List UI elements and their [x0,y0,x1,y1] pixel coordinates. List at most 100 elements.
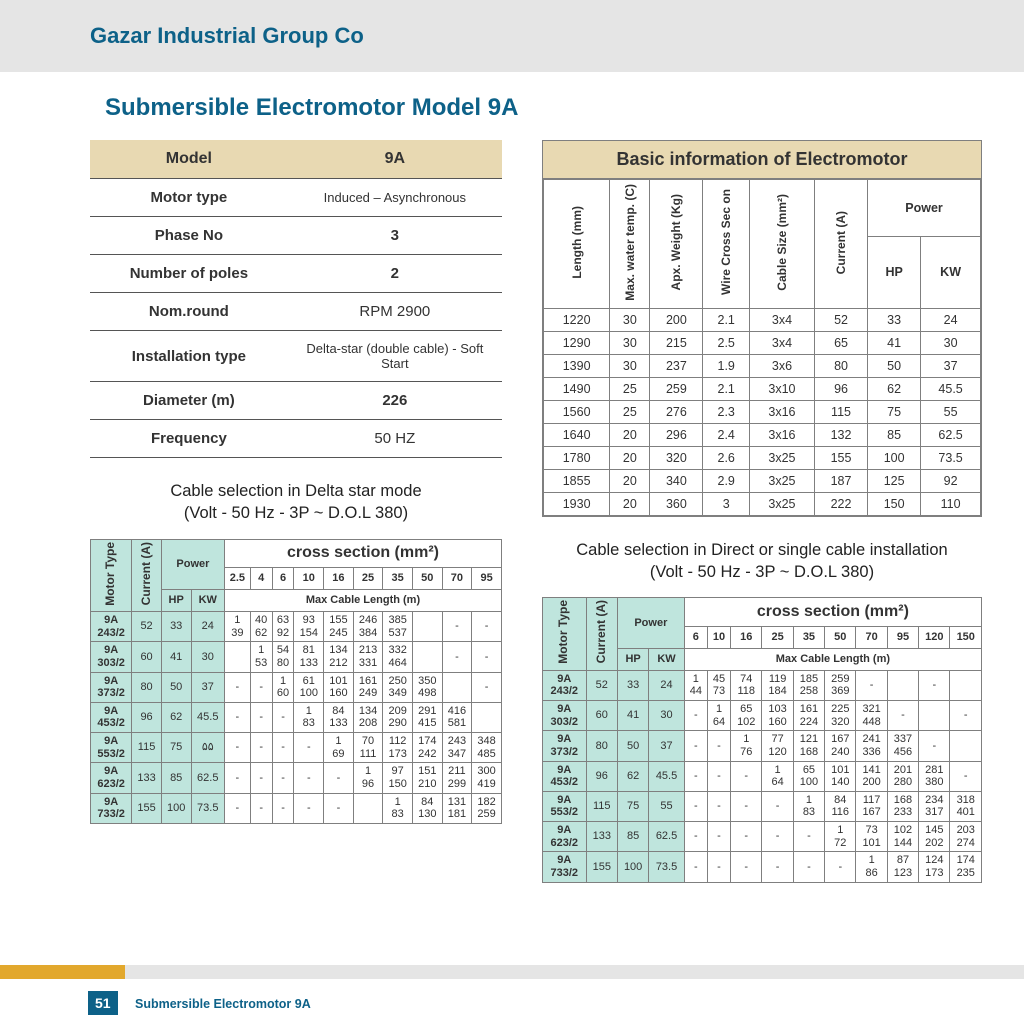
spec-value: 9A [288,140,502,179]
basic-cell: 1855 [543,469,609,492]
basic-cell: 222 [814,492,867,515]
cable-value-cell: 172 [825,822,856,852]
cable-value-cell: - [684,731,707,761]
cable-value-cell: 385537 [383,611,413,641]
spec-label: Number of poles [90,255,288,293]
cable-value-cell: - [707,761,730,791]
cable-motor-cell: 9A243/2 [91,611,132,641]
cable-hp-cell: 33 [617,670,648,700]
cable-value-cell: 139 [225,611,251,641]
cable-size: 35 [793,627,824,649]
basic-cell: 85 [868,423,921,446]
cable-value-cell: - [731,822,762,852]
cable-hp-cell: 50 [617,731,648,761]
cable-value-cell: - [272,733,294,763]
spec-table: Model9AMotor typeInduced – AsynchronousP… [90,140,502,458]
cable-value-cell: 77120 [762,731,793,761]
cable-hp-cell: 100 [161,793,191,823]
cable-value-cell: 121168 [793,731,824,761]
spec-value: 2 [288,255,502,293]
cable-value-cell: 234317 [919,791,950,821]
basic-info-table: Length (mm)Max. water temp. (C)Apx. Weig… [543,179,981,516]
spec-value: RPM 2900 [288,293,502,331]
cable-size: 70 [442,568,472,590]
cable-value-cell: 318401 [950,791,982,821]
basic-cell: 2.1 [703,308,750,331]
basic-cell: 75 [868,400,921,423]
cable-motor-cell: 9A453/2 [542,761,586,791]
cable-value-cell: - [762,822,793,852]
cable-head: HP [161,590,191,612]
cable-head-current: Current (A) [586,598,617,670]
basic-cell: 2.9 [703,469,750,492]
basic-cell: 3x16 [749,400,814,423]
page-number: 51 [88,991,118,1015]
basic-cell: 30 [921,331,981,354]
delta-title-line1: Cable selection in Delta star mode [170,482,421,500]
cable-value-cell [353,793,383,823]
cable-value-cell: 416581 [442,702,472,732]
basic-cell: 1490 [543,377,609,400]
cable-value-cell: 84130 [412,793,442,823]
cable-value-cell: - [731,852,762,882]
cable-motor-cell: 9A623/2 [91,763,132,793]
cable-kw-cell: 62.5 [649,822,684,852]
cable-value-cell: - [294,763,324,793]
cable-value-cell [887,670,918,700]
cable-kw-cell: 37 [649,731,684,761]
cable-value-cell: 112173 [383,733,413,763]
direct-title-line1: Cable selection in Direct or single cabl… [576,541,947,559]
basic-cell: 1220 [543,308,609,331]
basic-cell: 1780 [543,446,609,469]
basic-cell: 24 [921,308,981,331]
cable-motor-cell: 9A303/2 [91,642,132,672]
cable-value-cell: - [684,700,707,730]
cable-kw-cell: 30 [191,642,225,672]
cable-value-cell: 174242 [412,733,442,763]
cable-value-cell: - [225,672,251,702]
cable-current-cell: 52 [132,611,162,641]
cable-size: 16 [324,568,354,590]
basic-cell: 62.5 [921,423,981,446]
cable-head-current: Current (A) [132,539,162,611]
cable-value-cell: - [919,731,950,761]
cable-value-cell: 176 [731,731,762,761]
basic-cell: 1640 [543,423,609,446]
basic-cell: 259 [650,377,703,400]
cable-size: 120 [919,627,950,649]
cable-value-cell: - [225,763,251,793]
cable-value-cell: 300419 [472,763,502,793]
basic-cell: 3x4 [749,308,814,331]
cable-hp-cell: 100 [617,852,648,882]
cable-hp-cell: 85 [617,822,648,852]
cable-value-cell: - [472,672,502,702]
cable-value-cell: 243347 [442,733,472,763]
cable-value-cell: 161224 [793,700,824,730]
cable-head-max: Max Cable Length (m) [225,590,502,612]
direct-title-line2: (Volt - 50 Hz - 3P ~ D.O.L 380) [650,563,874,581]
cable-current-cell: 80 [132,672,162,702]
basic-cell: 1290 [543,331,609,354]
basic-header: Max. water temp. (C) [610,180,650,309]
cable-value-cell: 134212 [324,642,354,672]
basic-header-power: Power [868,180,981,237]
cable-size: 70 [856,627,887,649]
basic-cell: 30 [610,354,650,377]
spec-label: Model [90,140,288,179]
cable-head: KW [649,648,684,670]
basic-info-table-wrap: Basic information of Electromotor Length… [542,140,982,517]
basic-cell: 30 [610,331,650,354]
cable-size: 4 [250,568,272,590]
cable-current-cell: 60 [586,700,617,730]
cable-value-cell: 6392 [272,611,294,641]
cable-hp-cell: 41 [161,642,191,672]
cable-value-cell: - [472,611,502,641]
basic-header: KW [921,237,981,309]
cable-head: KW [191,590,225,612]
cable-motor-cell: 9A553/2 [542,791,586,821]
basic-cell: 1560 [543,400,609,423]
cable-value-cell: - [225,793,251,823]
cable-value-cell: 209290 [383,702,413,732]
cable-value-cell: - [250,702,272,732]
cable-kw-cell: 73.5 [191,793,225,823]
